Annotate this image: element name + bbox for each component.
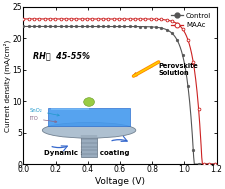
Legend: Control, MAAc: Control, MAAc: [170, 12, 210, 29]
X-axis label: Voltage (V): Voltage (V): [94, 177, 144, 186]
Text: Perovskite
Solution: Perovskite Solution: [158, 63, 198, 76]
Text: RH：  45-55%: RH： 45-55%: [33, 51, 90, 60]
Text: Dynamic spin coating: Dynamic spin coating: [44, 150, 129, 156]
Y-axis label: Current density (mA/cm²): Current density (mA/cm²): [3, 39, 11, 132]
